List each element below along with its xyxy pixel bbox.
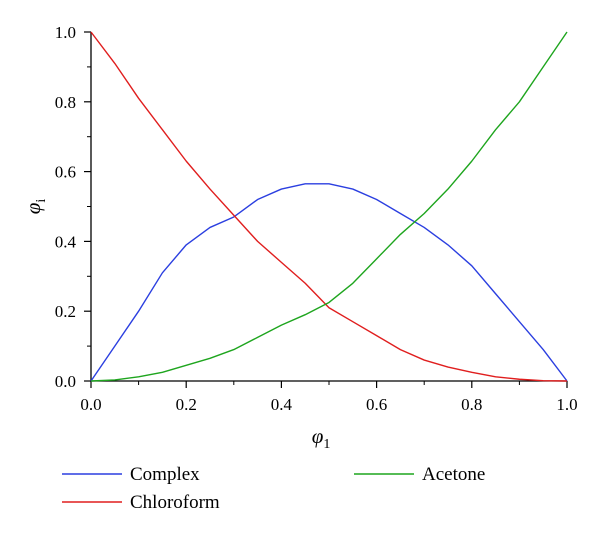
y-tick-label: 0.6 <box>55 163 76 182</box>
x-tick-label: 0.4 <box>271 395 293 414</box>
y-tick-label: 1.0 <box>55 23 76 42</box>
x-axis-label-subscript: 1 <box>323 437 330 452</box>
ticks: 0.0 0.2 0.4 0.6 0.8 1.0 0.0 0.2 0.4 0.6 0.8 1.0 <box>55 23 578 414</box>
y-axis-label: φi <box>21 199 49 215</box>
y-tick-label: 0.2 <box>55 302 76 321</box>
legend-label-acetone: Acetone <box>422 464 485 485</box>
x-axis-label: φ1 <box>312 424 331 452</box>
x-tick-label: 0.8 <box>461 395 482 414</box>
legend-label-complex: Complex <box>130 464 200 485</box>
series-lines <box>90 31 568 382</box>
axes <box>90 32 567 382</box>
y-tick-label: 0.8 <box>55 93 76 112</box>
y-tick-label: 0.0 <box>55 372 76 391</box>
legend: Complex Chloroform Acetone <box>62 464 485 513</box>
x-tick-label: 0.2 <box>176 395 197 414</box>
x-tick-label: 1.0 <box>556 395 577 414</box>
x-tick-label: 0.0 <box>80 395 101 414</box>
legend-label-chloroform: Chloroform <box>130 492 220 513</box>
series-line-chloroform <box>90 31 568 382</box>
y-axis-label-subscript: i <box>34 199 49 203</box>
x-tick-label: 0.6 <box>366 395 387 414</box>
series-line-acetone <box>90 31 568 382</box>
series-line-complex <box>90 183 568 382</box>
y-tick-label: 0.4 <box>55 232 77 251</box>
